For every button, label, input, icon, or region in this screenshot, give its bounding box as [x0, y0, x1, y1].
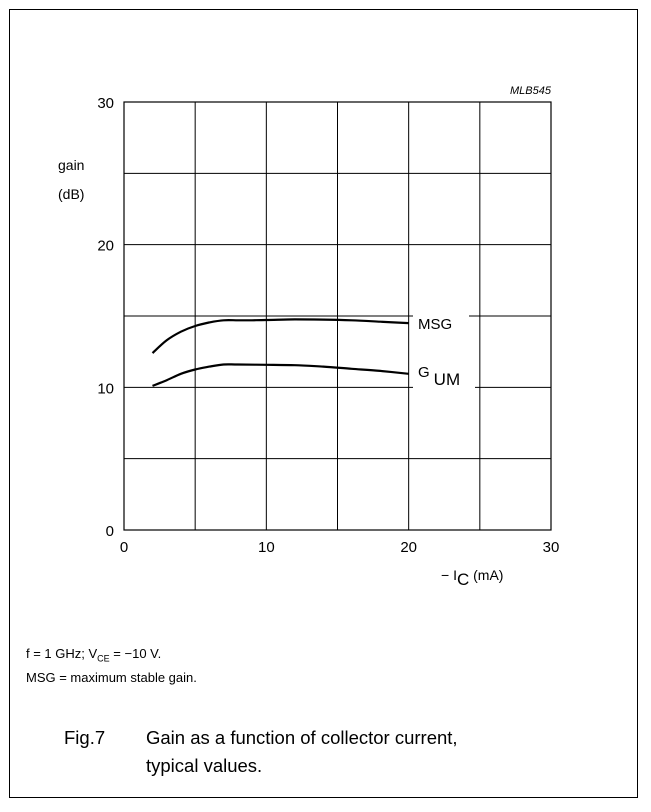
- caption-line-1: Gain as a function of collector current,: [146, 727, 458, 748]
- y-tick-label: 0: [106, 523, 114, 540]
- msg-definition-note: MSG = maximum stable gain.: [26, 670, 197, 685]
- conditions-text-a: f = 1 GHz; V: [26, 646, 98, 661]
- figure-code: MLB545: [510, 85, 552, 97]
- msg-curve: [151, 318, 409, 354]
- y-tick-label: 30: [97, 95, 114, 112]
- msg-label-background: [413, 308, 469, 334]
- figure-caption: Fig.7 Gain as a function of collector cur…: [64, 724, 458, 780]
- y-tick-label: 10: [97, 380, 114, 397]
- caption-line-2: typical values.: [146, 755, 263, 776]
- x-axis-label: − IC (mA): [441, 567, 503, 589]
- conditions-note: f = 1 GHz; VCE = −10 V.: [26, 646, 161, 664]
- x-tick-label: 20: [400, 539, 417, 556]
- y-axis-label-line2: (dB): [58, 186, 84, 202]
- gum-curve: [152, 363, 409, 387]
- x-tick-label: 0: [120, 539, 128, 556]
- msg-curve-label: MSG: [418, 316, 452, 333]
- conditions-text-b: = −10 V.: [109, 646, 162, 661]
- x-tick-label: 10: [258, 539, 275, 556]
- x-tick-label: 30: [543, 539, 560, 556]
- y-axis-label-line1: gain: [58, 157, 84, 173]
- conditions-subscript: CE: [97, 653, 110, 664]
- gum-curve-label: G UM: [418, 364, 460, 389]
- figure-frame: [9, 9, 638, 798]
- gum-label-background: [413, 363, 475, 395]
- y-tick-label: 20: [97, 238, 114, 255]
- plot-area-border: [123, 101, 552, 531]
- figure-number: Fig.7: [64, 727, 106, 748]
